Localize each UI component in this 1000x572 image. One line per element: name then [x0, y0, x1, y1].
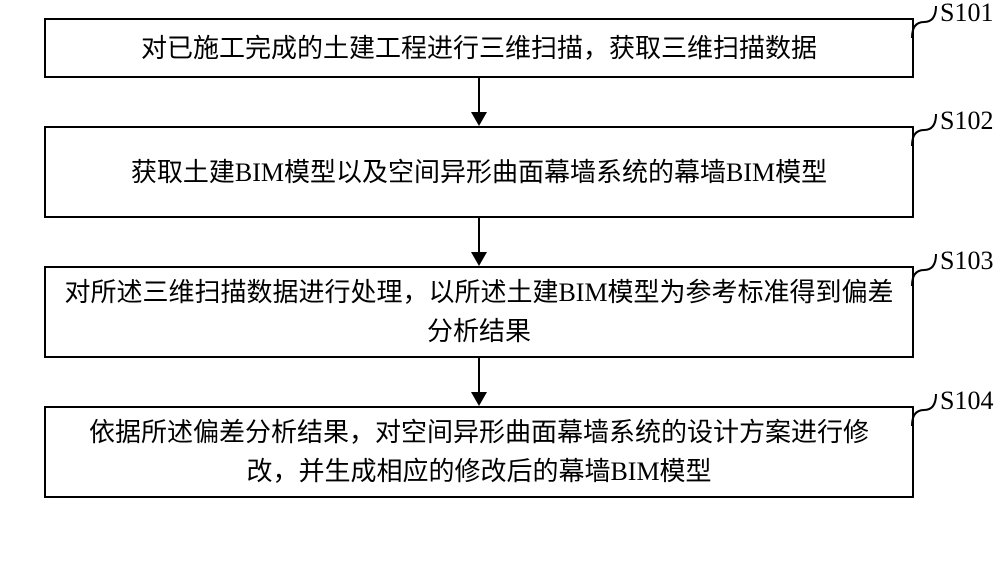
step-label-s102: S102	[940, 108, 993, 134]
curly-s102	[910, 110, 942, 150]
arrow-3	[44, 358, 914, 406]
step-label-s101: S101	[940, 0, 993, 26]
step-s102-wrapper: 获取土建BIM模型以及空间异形曲面幕墙系统的幕墙BIM模型 S102	[44, 126, 956, 218]
step-text-s101: 对已施工完成的土建工程进行三维扫描，获取三维扫描数据	[141, 29, 817, 68]
step-box-s103: 对所述三维扫描数据进行处理，以所述土建BIM模型为参考标准得到偏差分析结果	[44, 266, 914, 358]
curly-s101	[910, 2, 942, 42]
flowchart-container: 对已施工完成的土建工程进行三维扫描，获取三维扫描数据 S101 获取土建BIM模…	[44, 18, 956, 498]
step-box-s101: 对已施工完成的土建工程进行三维扫描，获取三维扫描数据	[44, 18, 914, 78]
step-label-s104: S104	[940, 388, 993, 414]
step-text-s102: 获取土建BIM模型以及空间异形曲面幕墙系统的幕墙BIM模型	[131, 153, 827, 192]
step-box-s102: 获取土建BIM模型以及空间异形曲面幕墙系统的幕墙BIM模型	[44, 126, 914, 218]
step-label-s103: S103	[940, 248, 993, 274]
step-text-s103: 对所述三维扫描数据进行处理，以所述土建BIM模型为参考标准得到偏差分析结果	[64, 273, 894, 351]
step-s104-wrapper: 依据所述偏差分析结果，对空间异形曲面幕墙系统的设计方案进行修改，并生成相应的修改…	[44, 406, 956, 498]
curly-s104	[910, 390, 942, 430]
step-text-s104: 依据所述偏差分析结果，对空间异形曲面幕墙系统的设计方案进行修改，并生成相应的修改…	[64, 413, 894, 491]
curly-s103	[910, 250, 942, 290]
arrow-2	[44, 218, 914, 266]
step-box-s104: 依据所述偏差分析结果，对空间异形曲面幕墙系统的设计方案进行修改，并生成相应的修改…	[44, 406, 914, 498]
arrow-1	[44, 78, 914, 126]
step-s101-wrapper: 对已施工完成的土建工程进行三维扫描，获取三维扫描数据 S101	[44, 18, 956, 78]
step-s103-wrapper: 对所述三维扫描数据进行处理，以所述土建BIM模型为参考标准得到偏差分析结果 S1…	[44, 266, 956, 358]
